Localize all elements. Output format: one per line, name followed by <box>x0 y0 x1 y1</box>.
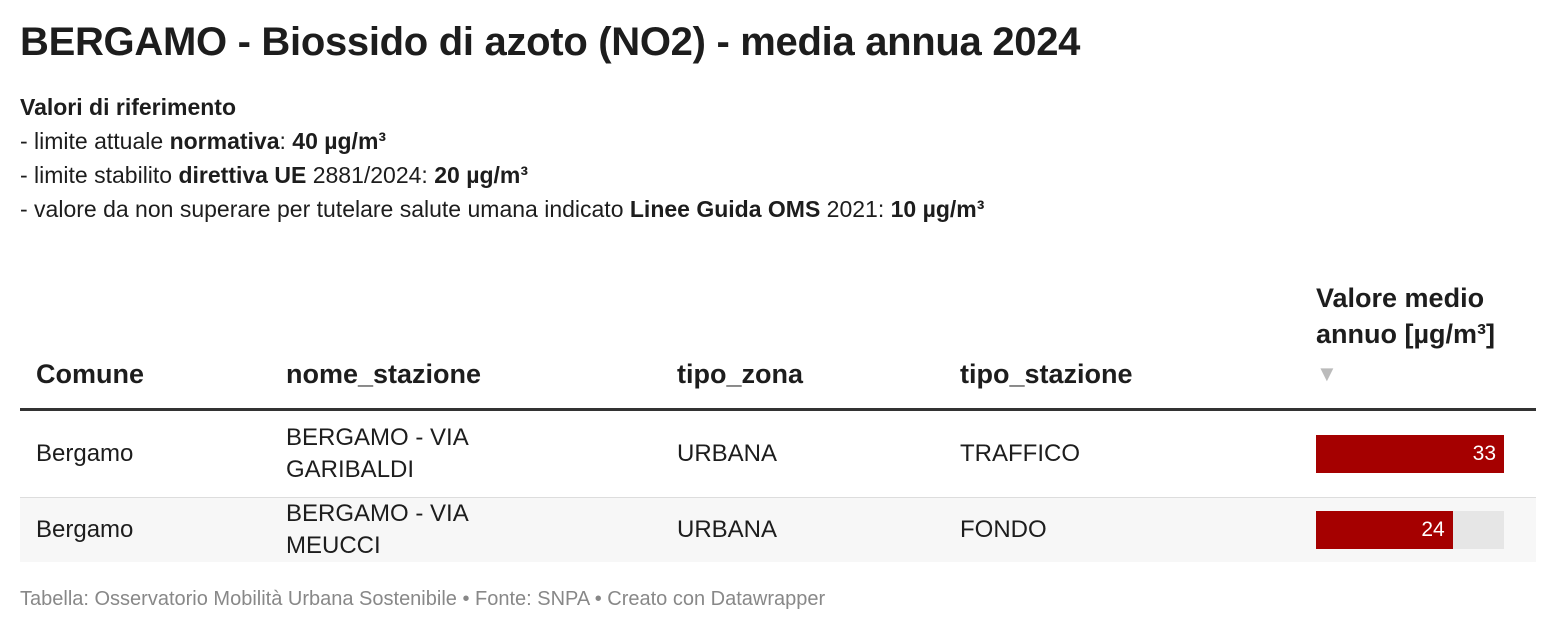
table-cell: URBANA <box>661 409 944 498</box>
intro-text: normativa <box>169 128 280 154</box>
bar-value: 33 <box>1472 442 1496 465</box>
intro-text: Linee Guida OMS <box>629 196 821 222</box>
column-header: nome_stazione <box>270 280 661 411</box>
table-row: Bergamo BERGAMO - VIA GARIBALDI URBANA TRAF… <box>20 409 1536 498</box>
cell-text: BERGAMO - VIA MEUCCI <box>286 500 468 559</box>
cell-text: FONDO <box>960 516 1047 543</box>
table-body: Bergamo BERGAMO - VIA GARIBALDI URBANA TRAF… <box>20 409 1536 562</box>
column-header: Comune <box>20 280 270 411</box>
intro-text: 2021: <box>820 196 891 222</box>
bar: 24 <box>1316 511 1453 549</box>
intro-text: 2881/2024: <box>306 162 435 188</box>
cell-text: Bergamo <box>36 516 134 543</box>
bar: 33 <box>1316 435 1504 473</box>
table-cell: 33 <box>1300 409 1536 498</box>
column-header-text: tipo_zona <box>677 359 803 389</box>
intro-text: : <box>279 128 293 154</box>
column-header: tipo_zona <box>661 280 944 411</box>
column-header-text: Valore medio annuo [µg/m³] ▼ <box>1316 283 1496 386</box>
intro-text: - valore da non superare per tutelare sa… <box>20 196 630 222</box>
bar-value: 24 <box>1421 518 1445 541</box>
intro-text: 20 µg/m³ <box>434 162 528 188</box>
intro-line: Valori di riferimento <box>20 90 984 124</box>
table-cell: BERGAMO - VIA MEUCCI <box>270 497 661 562</box>
table-cell: TRAFFICO <box>944 409 1300 498</box>
table-row: Bergamo BERGAMO - VIA MEUCCI URBANA FONDO 24 <box>20 497 1536 562</box>
column-header: tipo_stazione <box>944 280 1300 411</box>
intro-text: 10 µg/m³ <box>890 196 985 222</box>
intro-line: - valore da non superare per tutelare sa… <box>20 192 984 226</box>
bar-track: 33 <box>1316 435 1504 473</box>
table-cell: URBANA <box>661 497 944 562</box>
table-cell: FONDO <box>944 497 1300 562</box>
intro-text: Valori di riferimento <box>20 94 236 120</box>
intro-line: - limite stabilito direttiva UE 2881/202… <box>20 158 984 192</box>
footer: Tabella: Osservatorio Mobilità Urbana So… <box>20 588 826 610</box>
intro-text: - limite attuale <box>20 128 170 154</box>
intro-text: direttiva UE <box>178 162 307 188</box>
intro: Valori di riferimento - limite attuale no… <box>20 90 984 226</box>
column-header-text: nome_stazione <box>286 359 482 389</box>
sort-indicator: ▼ <box>1316 361 1338 386</box>
data-table: Comune nome_stazione tipo_zona tipo_stazion… <box>20 280 1536 562</box>
intro-line: - limite attuale normativa: 40 µg/m³ <box>20 124 984 158</box>
cell-text: URBANA <box>677 516 778 543</box>
column-header-text: Comune <box>36 359 144 389</box>
table-cell: Bergamo <box>20 497 270 562</box>
column-header-text: tipo_stazione <box>960 359 1133 389</box>
title: BERGAMO - Biossido di azoto (NO2) - medi… <box>20 20 1081 64</box>
cell-text: Bergamo <box>36 440 134 467</box>
column-header: Valore medio annuo [µg/m³] ▼ <box>1300 280 1536 411</box>
intro-text: 40 µg/m³ <box>292 128 387 154</box>
cell-text: URBANA <box>677 440 778 467</box>
header-row: Comune nome_stazione tipo_zona tipo_stazion… <box>20 280 1536 411</box>
table-cell: BERGAMO - VIA GARIBALDI <box>270 409 661 498</box>
bar-track: 24 <box>1316 511 1504 549</box>
table-cell: 24 <box>1300 497 1536 562</box>
table-cell: Bergamo <box>20 409 270 498</box>
cell-text: TRAFFICO <box>960 440 1080 467</box>
intro-text: - limite stabilito <box>20 162 179 188</box>
cell-text: BERGAMO - VIA GARIBALDI <box>286 424 468 483</box>
